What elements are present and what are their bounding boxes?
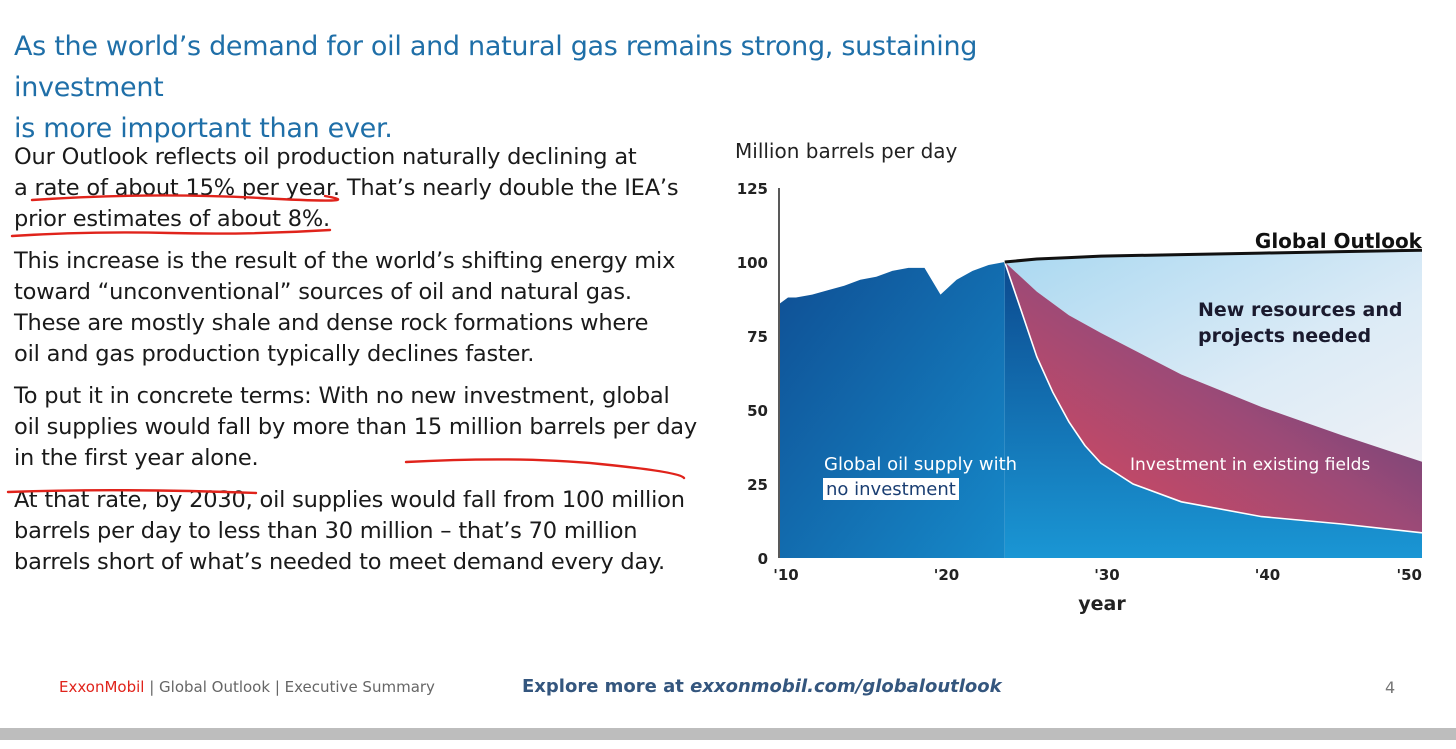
label-no-investment-2: no investment [826,479,956,500]
label-no-investment-1: Global oil supply with [824,454,1017,475]
page-number: 4 [1385,678,1396,697]
x-axis-label: year [1078,593,1126,615]
no-investment-area [1004,262,1422,558]
footer-left: ExxonMobil | Global Outlook | Executive … [59,678,435,696]
p1-line-3: prior estimates of about 8%. [14,206,330,232]
y-tick-label: 75 [747,328,768,346]
historical-supply-area [780,262,1005,558]
underline-first-year [6,489,258,495]
paragraph-3: To put it in concrete terms: With no new… [14,381,714,474]
title-line-1: As the world’s demand for oil and natura… [14,31,978,103]
label-investment-existing: Investment in existing fields [1130,455,1370,475]
paragraph-2: This increase is the result of the world… [14,246,714,370]
x-ticks: '10 '20 '30 '40 '50 [773,566,1422,584]
x-tick-label: '40 [1255,566,1280,584]
x-tick-label: '30 [1094,566,1119,584]
p1-line-1: Our Outlook reflects oil production natu… [14,144,637,170]
x-tick-label: '10 [773,566,798,584]
y-tick-label: 0 [758,550,768,568]
label-new-resources-2: projects needed [1198,325,1371,347]
p3-line-2: oil supplies would fall by more than 15 … [14,414,697,440]
underline-barrels [404,458,686,480]
explore-prefix: Explore more at [522,676,691,697]
underline-estimates [10,228,332,238]
p4-line-2: barrels per day to less than 30 million … [14,518,638,544]
p2-line-3: These are mostly shale and dense rock fo… [14,310,649,336]
body-text: Our Outlook reflects oil production natu… [14,142,714,589]
footer-brand: ExxonMobil [59,678,145,696]
p4-line-3: barrels short of what’s needed to meet d… [14,549,665,575]
p2-line-1: This increase is the result of the world… [14,248,676,274]
x-tick-label: '20 [934,566,959,584]
title-line-2: is more important than ever. [14,113,393,144]
p2-line-4: oil and gas production typically decline… [14,341,535,367]
slide-title: As the world’s demand for oil and natura… [14,26,1134,149]
bottom-bar [0,728,1456,740]
label-global-outlook: Global Outlook [1255,229,1423,253]
underline-rate [30,194,340,202]
no-investment-line [1003,261,1423,534]
supply-chart: Million barrels per day year 0 25 50 75 100 1… [735,139,1423,615]
footer-section: | Global Outlook | Executive Summary [144,678,435,696]
p3-line-3: in the first year alone. [14,445,259,471]
y-tick-label: 100 [737,254,768,272]
x-tick-label: '50 [1397,566,1422,584]
footer-explore: Explore more at exxonmobil.com/globalout… [522,676,1002,697]
y-axis-label: Million barrels per day [735,139,958,163]
p2-line-2: toward “unconventional” sources of oil a… [14,279,632,305]
label-new-resources-1: New resources and [1198,299,1403,321]
y-tick-label: 25 [747,476,768,494]
global-outlook-line [1004,248,1423,264]
new-resources-area [1004,250,1422,462]
investment-existing-area [1004,262,1422,533]
label-no-investment-highlight [823,478,959,500]
y-ticks: 0 25 50 75 100 125 [737,180,768,568]
y-tick-label: 125 [737,180,768,198]
explore-url-link[interactable]: exxonmobil.com/globaloutlook [690,676,1002,697]
y-tick-label: 50 [747,402,768,420]
annotation-underlines [6,194,686,495]
p3-line-1: To put it in concrete terms: With no new… [14,383,670,409]
